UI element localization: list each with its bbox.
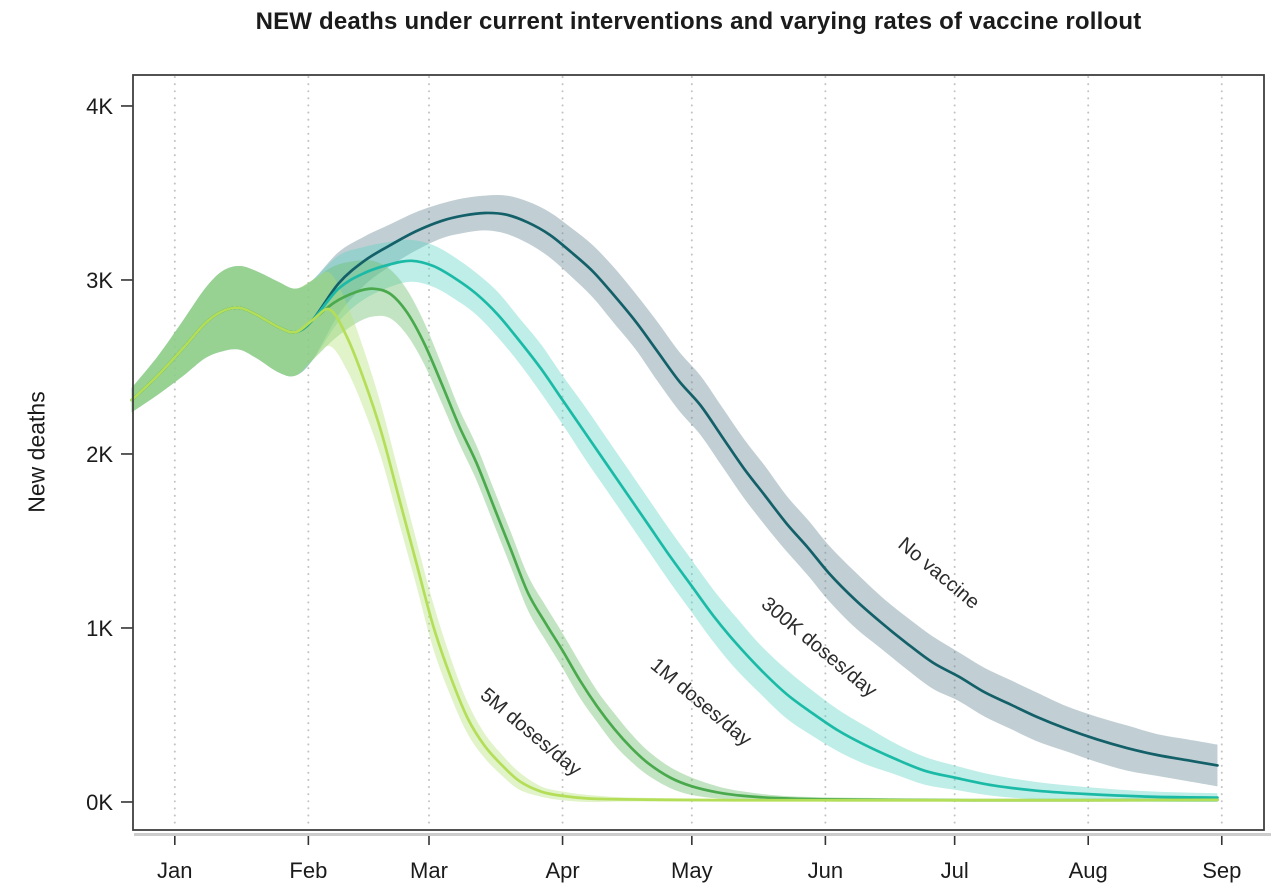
- x-tick-label: Mar: [410, 858, 448, 883]
- y-tick-label: 0K: [86, 790, 113, 815]
- y-tick-label: 2K: [86, 442, 113, 467]
- y-tick-label: 1K: [86, 616, 113, 641]
- x-tick-label: Jan: [157, 858, 192, 883]
- y-tick-label: 4K: [86, 94, 113, 119]
- chart-title: NEW deaths under current interventions a…: [255, 8, 1142, 35]
- x-tick-label: Sep: [1202, 858, 1241, 883]
- x-tick-label: Apr: [545, 858, 579, 883]
- series-band-1m-doses-day: [131, 259, 1218, 802]
- plot-frame: [132, 74, 1265, 831]
- series-line-5m-doses-day: [130, 306, 1219, 802]
- x-tick-label: May: [671, 858, 713, 883]
- series-band-5m-doses-day: [131, 266, 1218, 803]
- series-label-no-vaccine: No vaccine: [894, 533, 984, 613]
- series-band-300k-doses-day: [131, 239, 1218, 803]
- x-tick-label: Aug: [1069, 858, 1108, 883]
- x-tick-label: Jun: [808, 858, 843, 883]
- series-band-no-vaccine: [131, 195, 1218, 787]
- y-tick-label: 3K: [86, 268, 113, 293]
- x-tick-label: Jul: [941, 858, 969, 883]
- x-tick-label: Feb: [289, 858, 327, 883]
